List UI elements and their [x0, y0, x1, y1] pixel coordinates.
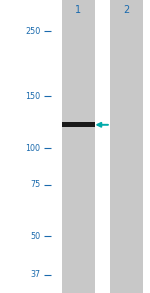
Text: 75: 75: [30, 180, 40, 189]
Text: 50: 50: [30, 232, 40, 241]
Text: 2: 2: [123, 5, 129, 15]
Text: 250: 250: [25, 27, 40, 36]
FancyBboxPatch shape: [61, 0, 94, 293]
Text: 100: 100: [26, 144, 40, 153]
Text: 150: 150: [25, 92, 40, 101]
Bar: [61, 122, 94, 127]
FancyBboxPatch shape: [110, 0, 142, 293]
Text: 37: 37: [30, 270, 40, 279]
Text: 1: 1: [75, 5, 81, 15]
